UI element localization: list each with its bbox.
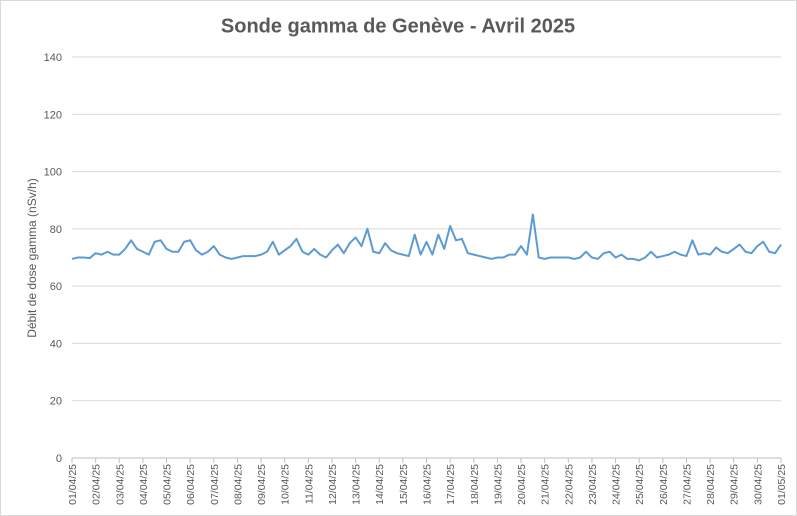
x-tick-label: 29/04/25 [729,464,741,505]
x-tick-label: 05/04/25 [162,464,174,505]
x-tick-label: 21/04/25 [540,464,552,505]
x-tick-label: 17/04/25 [445,464,457,505]
x-tick-label: 10/04/25 [280,464,292,505]
x-tick-label: 27/04/25 [681,464,693,505]
x-tick-label: 13/04/25 [351,464,363,505]
x-tick-label: 30/04/25 [752,464,764,505]
x-tick-label: 09/04/25 [256,464,268,505]
x-tick-label: 19/04/25 [492,464,504,505]
x-tick-label: 20/04/25 [516,464,528,505]
y-tick-label: 0 [56,453,62,465]
x-tick-label: 03/04/25 [114,464,126,505]
x-tick-label: 16/04/25 [422,464,434,505]
x-tick-label: 08/04/25 [232,464,244,505]
y-tick-label: 140 [44,52,62,64]
x-tick-label: 01/04/25 [67,464,79,505]
x-tick-label: 11/04/25 [303,464,315,504]
x-tick-label: 24/04/25 [611,464,623,505]
y-tick-label: 120 [44,109,62,121]
y-tick-label: 100 [44,167,62,179]
x-tick-label: 04/04/25 [138,464,150,505]
y-tick-label: 20 [50,396,62,408]
x-tick-label: 28/04/25 [705,464,717,505]
data-line [71,213,782,262]
x-tick-label: 14/04/25 [374,464,386,505]
x-tick-label: 07/04/25 [209,464,221,505]
x-tick-label: 06/04/25 [185,464,197,505]
y-tick-label: 80 [50,224,62,236]
x-tick-label: 23/04/25 [587,464,599,505]
y-tick-label: 40 [50,338,62,350]
y-axis-title: Débit de dose gamma (nSv/h) [25,178,39,337]
x-tick-label: 15/04/25 [398,464,410,505]
x-tick-label: 26/04/25 [658,464,670,505]
x-tick-label: 01/05/25 [776,464,788,505]
chart-title: Sonde gamma de Genève - Avril 2025 [221,15,575,37]
x-tick-label: 12/04/25 [327,464,339,505]
x-tick-label: 25/04/25 [634,464,646,505]
x-tick-label: 02/04/25 [91,464,103,505]
y-tick-label: 60 [50,281,62,293]
x-tick-label: 22/04/25 [563,464,575,505]
x-tick-label: 18/04/25 [469,464,481,505]
